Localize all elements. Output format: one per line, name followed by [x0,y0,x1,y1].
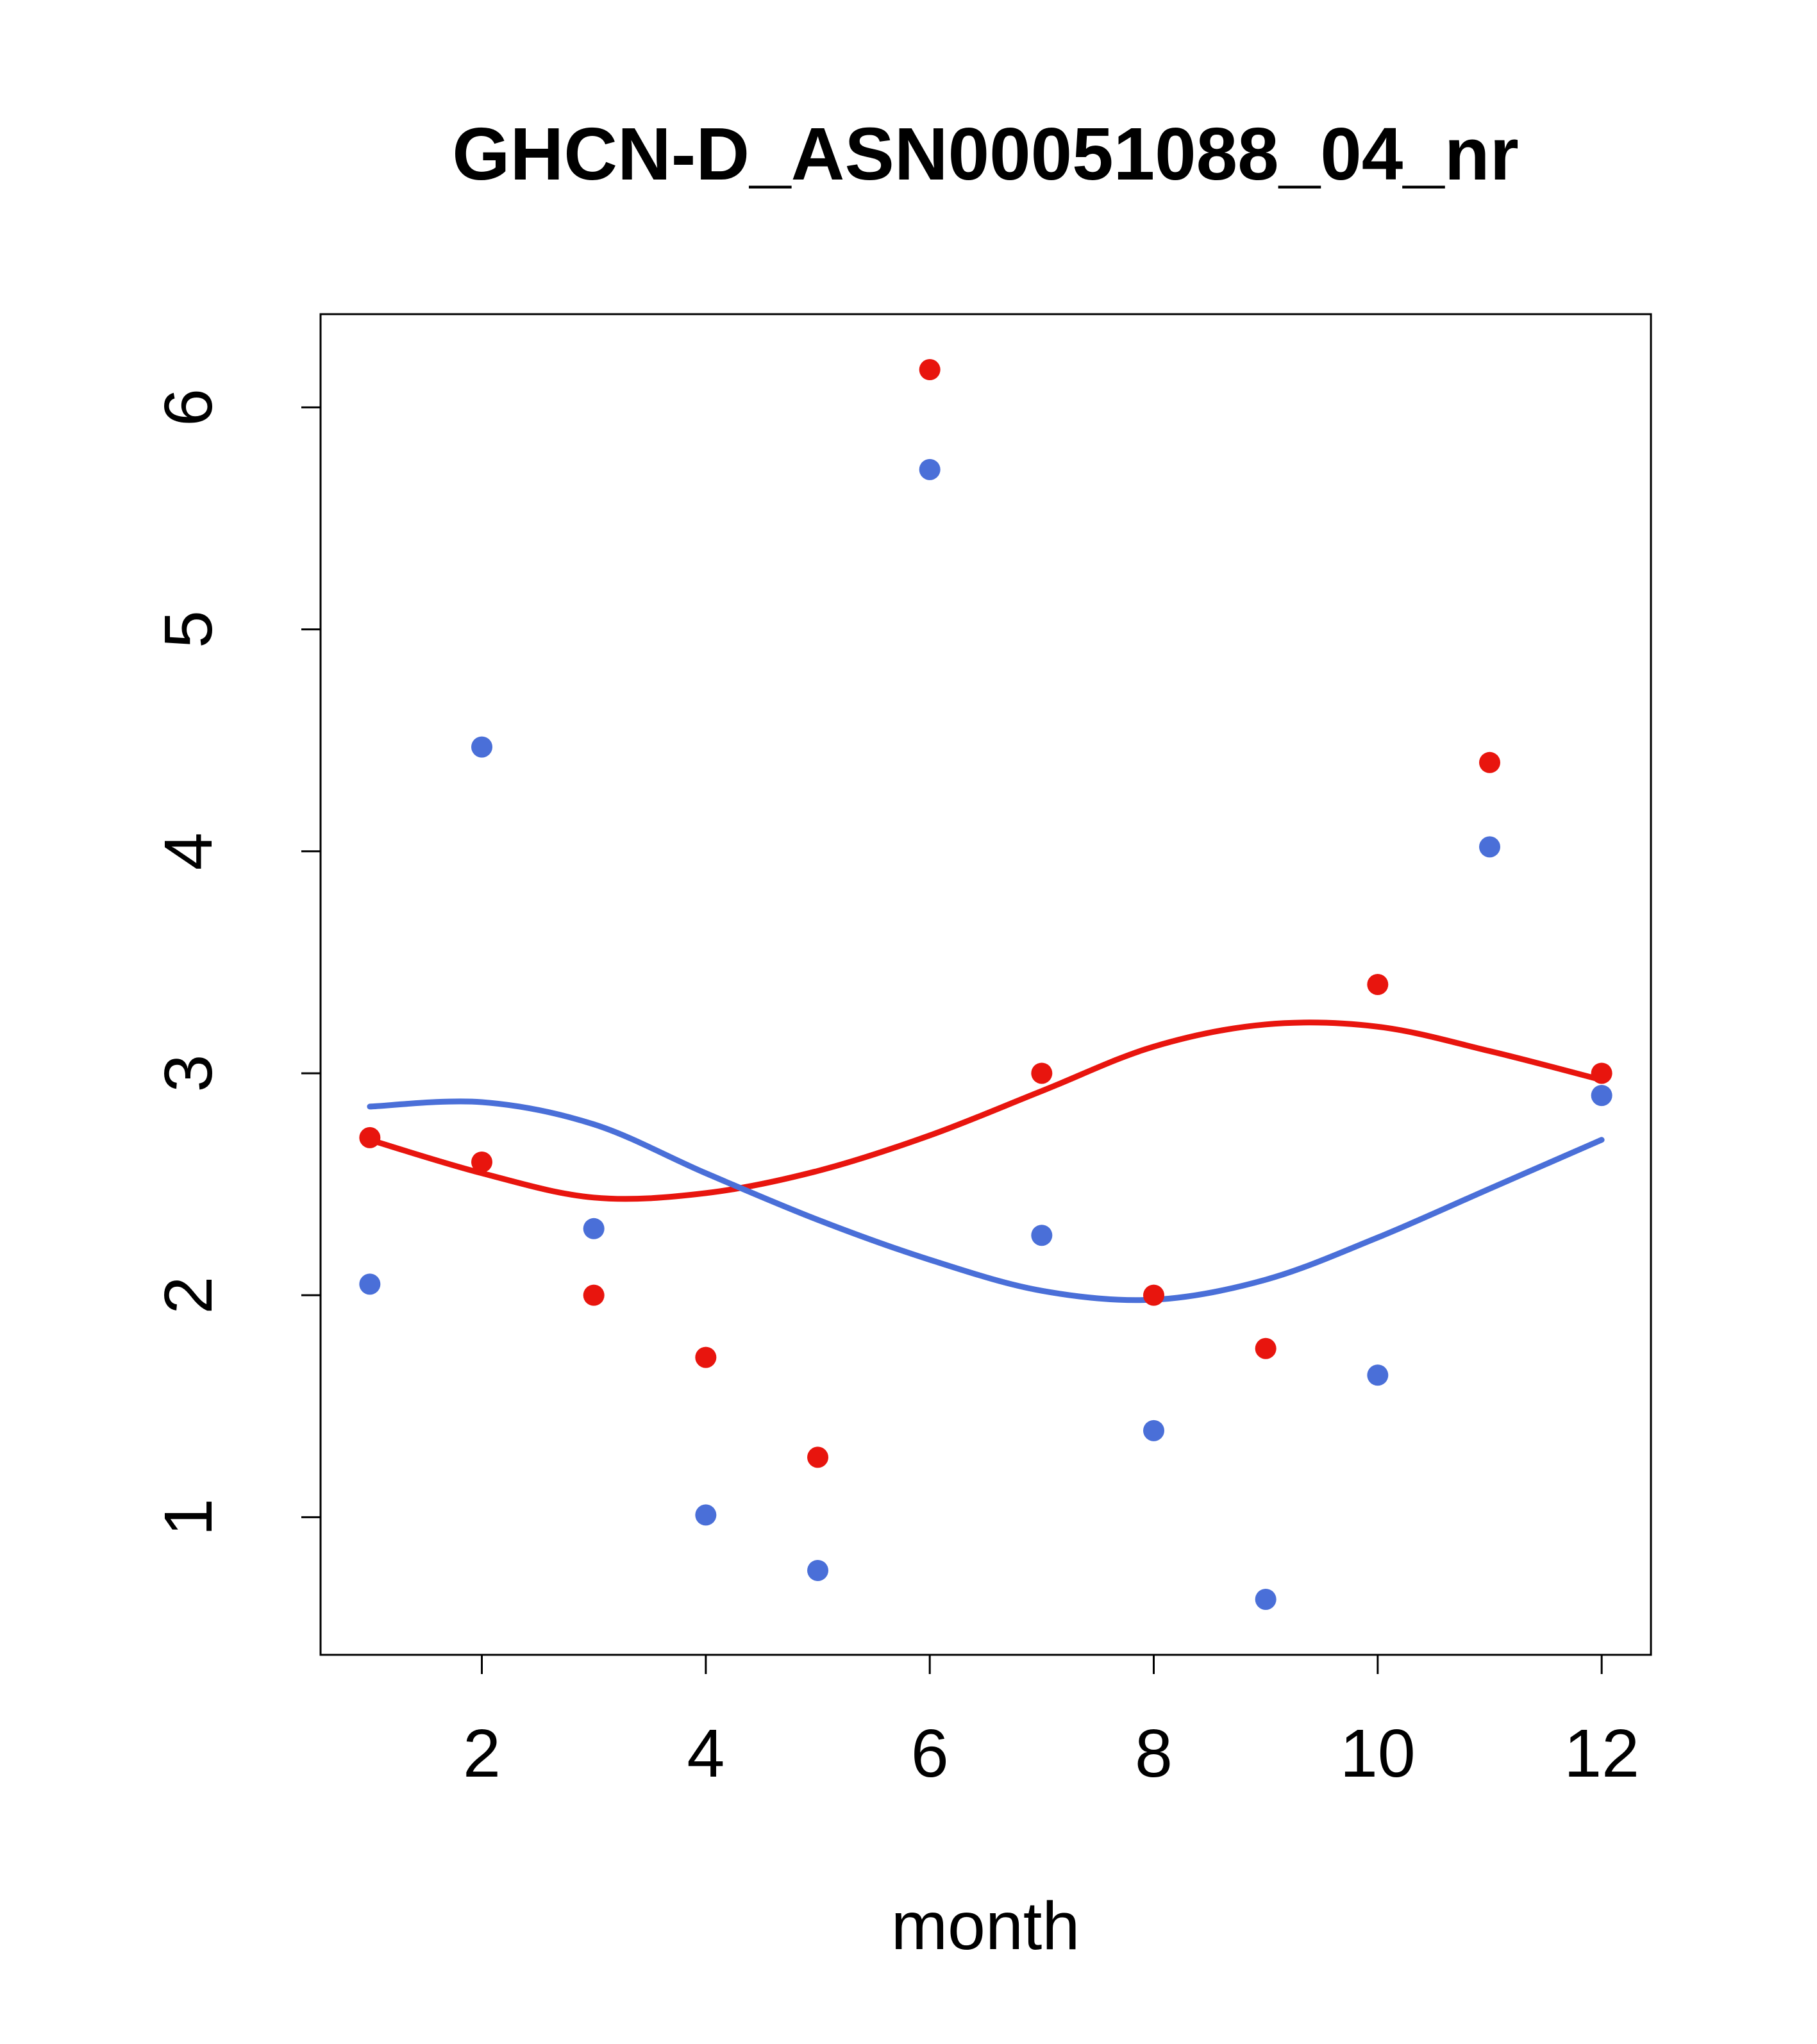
x-axis-tick-label: 8 [1135,1716,1173,1791]
y-axis-tick-label: 2 [151,1277,226,1314]
blue-points-point [1255,1588,1277,1610]
red-points-point [583,1284,605,1306]
x-axis-tick-label: 10 [1340,1716,1416,1791]
red-points-point [359,1127,381,1148]
red-points-point [471,1151,493,1173]
blue-points-point [583,1218,605,1239]
red-smooth-line [367,1019,1605,1202]
blue-points-point [1031,1225,1053,1246]
red-points-point [1591,1062,1612,1084]
red-points-point [1143,1284,1164,1306]
x-axis-tick-label: 6 [911,1716,949,1791]
y-axis-tick-label: 1 [151,1498,226,1536]
blue-points-point [1478,836,1500,858]
red-points-point [1031,1062,1053,1084]
plot-border [319,313,1652,1656]
chart-title: GHCN-D_ASN00051088_04_nr [452,112,1519,196]
blue-points-point [471,736,493,758]
red-points-point [919,359,941,381]
y-axis-tick-label: 6 [151,389,226,426]
red-points-point [695,1346,717,1368]
blue-points-point [919,458,941,480]
y-axis-tick-label: 3 [151,1055,226,1093]
blue-points-point [807,1559,829,1581]
red-points-point [1478,751,1500,773]
blue-points-point [695,1504,717,1526]
x-axis-tick-label: 2 [463,1716,501,1791]
red-points-point [1255,1337,1277,1359]
x-axis-label: month [891,1888,1080,1964]
blue-points-point [1367,1364,1389,1386]
x-axis-tick-label: 4 [687,1716,724,1791]
red-points-point [807,1446,829,1468]
blue-points-point [1591,1085,1612,1107]
y-axis-tick-label: 5 [151,610,226,648]
y-axis-tick-label: 4 [151,832,226,870]
red-points-point [1367,974,1389,995]
blue-points-point [359,1273,381,1295]
x-axis-tick-label: 12 [1564,1716,1639,1791]
blue-points-point [1143,1420,1164,1441]
blue-smooth-line [367,1098,1605,1303]
